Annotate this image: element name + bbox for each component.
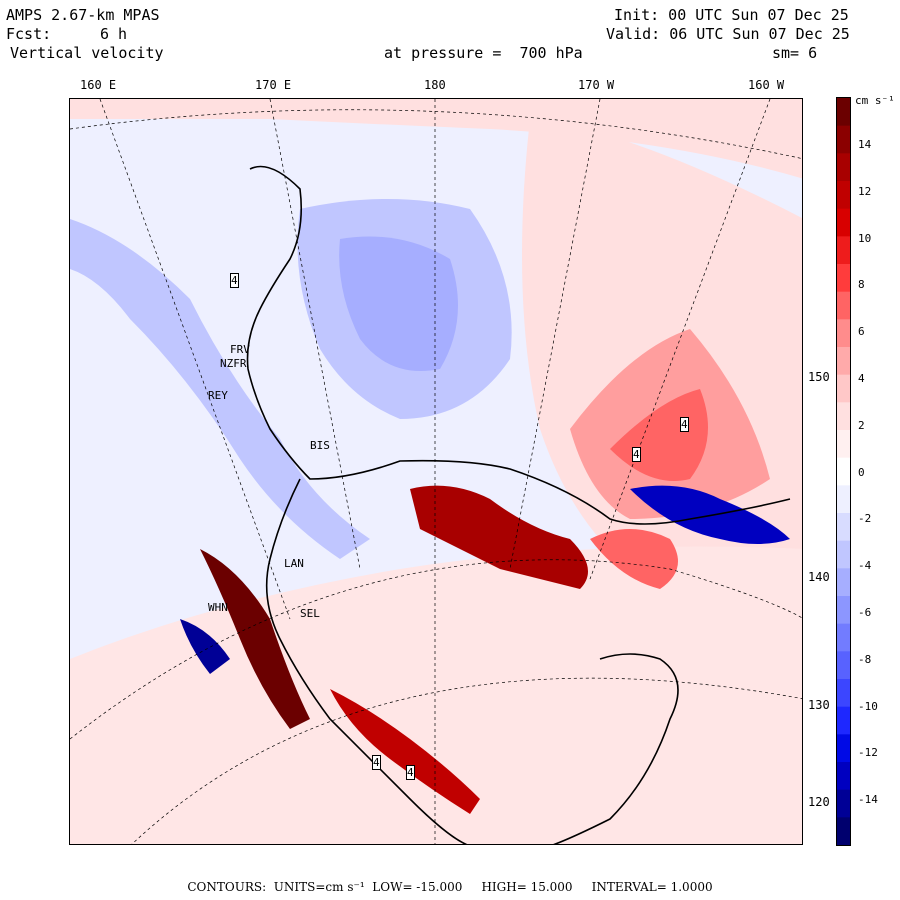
colorbar-tick-label: -14 — [858, 793, 878, 807]
colorbar-swatch — [837, 706, 850, 735]
lon-label-170e: 170 E — [255, 78, 292, 92]
colorbar-tick-label: -6 — [858, 606, 872, 619]
colorbar-tick-label: 14 — [858, 138, 872, 151]
colorbar-tick-label: -12 — [858, 746, 878, 760]
contour-label: 4 — [680, 417, 689, 432]
colorbar-swatch — [837, 623, 850, 652]
colorbar-swatch — [837, 596, 850, 625]
pressure-level: at pressure = 700 hPa — [384, 44, 583, 62]
colorbar-tick-label: 0 — [858, 465, 865, 479]
footer-high: HIGH= 15.000 — [481, 880, 573, 894]
colorbar-swatch — [837, 125, 850, 154]
contour-label: 4 — [230, 273, 239, 288]
colorbar-swatch — [837, 651, 850, 680]
colorbar-swatch — [837, 236, 850, 265]
footer-units: UNITS=cm s⁻¹ — [273, 880, 365, 894]
colorbar-swatch — [837, 513, 850, 542]
model-title: AMPS 2.67-km MPAS — [6, 6, 160, 24]
colorbar-swatch — [837, 264, 850, 293]
colorbar-tick-label: -8 — [858, 652, 872, 666]
colorbar-swatch — [837, 347, 850, 376]
station-bis: BIS — [310, 439, 330, 452]
colorbar-swatch — [837, 789, 850, 818]
forecast-label: Fcst: — [6, 25, 52, 43]
velocity-map: FRV NZFR REY BIS LAN WHN SEL 4 4 4 4 4 — [69, 98, 803, 845]
colorbar-swatch — [837, 762, 850, 791]
colorbar-swatch — [837, 374, 850, 403]
footer-low: LOW= -15.000 — [372, 880, 463, 894]
colorbar-tick-label: -4 — [858, 559, 872, 573]
colorbar-swatch — [837, 153, 850, 182]
colorbar-swatch — [837, 540, 850, 569]
colorbar-tick-label: 10 — [858, 231, 872, 245]
init-time: Init: 00 UTC Sun 07 Dec 25 — [614, 6, 849, 24]
colorbar-tick-label: 12 — [858, 184, 872, 198]
colorbar-swatch — [837, 98, 850, 127]
colorbar-swatch — [837, 402, 850, 431]
station-lan: LAN — [284, 557, 304, 570]
colorbar-swatch — [837, 817, 850, 846]
lon-label-170w: 170 W — [578, 78, 615, 92]
colorbar-tick-label: 6 — [858, 325, 865, 339]
forecast-value: 6 h — [100, 25, 128, 43]
colorbar-swatch — [837, 430, 850, 459]
colorbar-swatch — [837, 679, 850, 708]
colorbar — [836, 97, 851, 846]
station-whn: WHN — [208, 601, 228, 614]
colorbar-tick-label: -10 — [858, 699, 878, 713]
lon-label-180: 180 — [424, 78, 446, 92]
station-frv: FRV — [230, 343, 250, 356]
footer-interval: INTERVAL= 1.0000 — [591, 880, 713, 894]
contour-label: 4 — [406, 765, 415, 780]
station-sel: SEL — [300, 607, 320, 620]
colorbar-units: cm s⁻¹ — [855, 94, 895, 107]
contour-label: 4 — [632, 447, 641, 462]
colorbar-tick-label: -2 — [858, 512, 872, 526]
colorbar-swatch — [837, 319, 850, 348]
colorbar-tick-label: 8 — [858, 278, 865, 292]
contour-summary: CONTOURS: UNITS=cm s⁻¹ LOW= -15.000 HIGH… — [0, 880, 900, 894]
footer-contours: CONTOURS: — [187, 880, 267, 894]
field-name: Vertical velocity — [10, 44, 164, 62]
colorbar-swatch — [837, 181, 850, 210]
lon-label-160w: 160 W — [748, 78, 785, 92]
lon-label-160e: 160 E — [80, 78, 117, 92]
colorbar-swatch — [837, 734, 850, 763]
colorbar-swatch — [837, 457, 850, 486]
colorbar-tick-label: 4 — [858, 372, 865, 385]
colorbar-tick-label: 2 — [858, 418, 865, 432]
colorbar-swatch — [837, 568, 850, 597]
station-rey: REY — [208, 389, 228, 402]
smoothing: sm= 6 — [772, 44, 818, 62]
map-canvas — [70, 99, 802, 844]
colorbar-swatch — [837, 208, 850, 237]
station-nzfr: NZFR — [220, 357, 247, 370]
contour-label: 4 — [372, 755, 381, 770]
colorbar-swatch — [837, 291, 850, 320]
colorbar-swatches — [837, 98, 850, 846]
colorbar-swatch — [837, 485, 850, 514]
valid-time: Valid: 06 UTC Sun 07 Dec 25 — [606, 25, 850, 43]
